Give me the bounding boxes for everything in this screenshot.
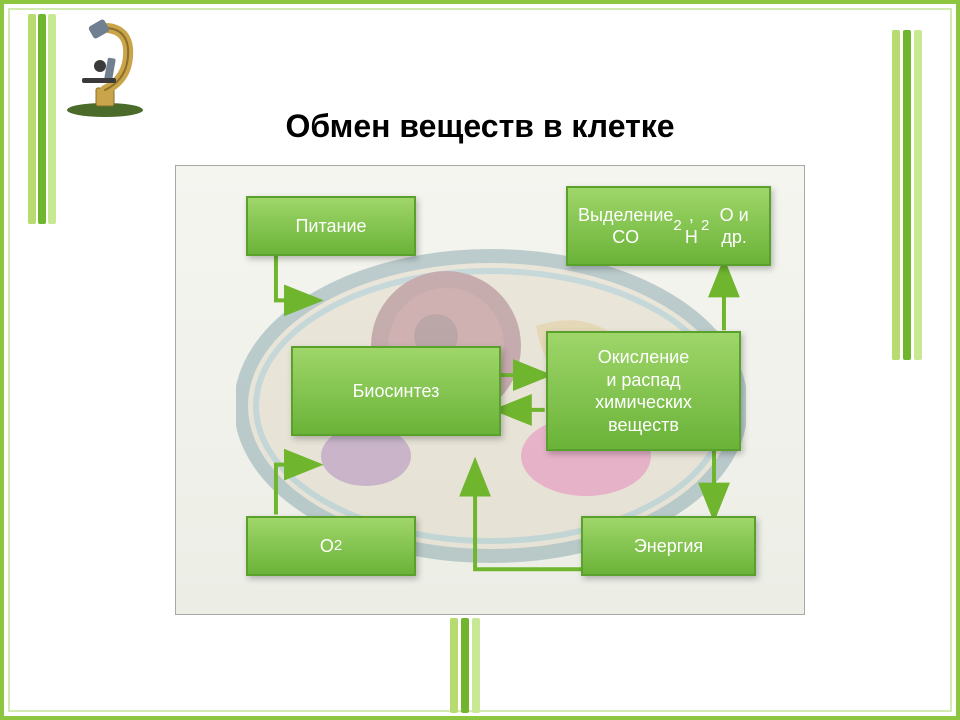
stripe [914,30,922,360]
stripe [892,30,900,360]
node-nutrition: Питание [246,196,416,256]
node-excretion: ВыделениеCO2, H2O и др. [566,186,771,266]
node-energy: Энергия [581,516,756,576]
stripe [472,618,480,713]
stripe [450,618,458,713]
node-oxygen: O2 [246,516,416,576]
flowchart-panel: Питание ВыделениеCO2, H2O и др. Биосинтез О… [175,165,805,615]
stripe [903,30,911,360]
node-oxidation: Окислениеи распадхимическихвеществ [546,331,741,451]
microscope-icon [60,18,150,118]
stripe [461,618,469,713]
slide-title: Обмен веществ в клетке [0,108,960,145]
node-biosynth: Биосинтез [291,346,501,436]
